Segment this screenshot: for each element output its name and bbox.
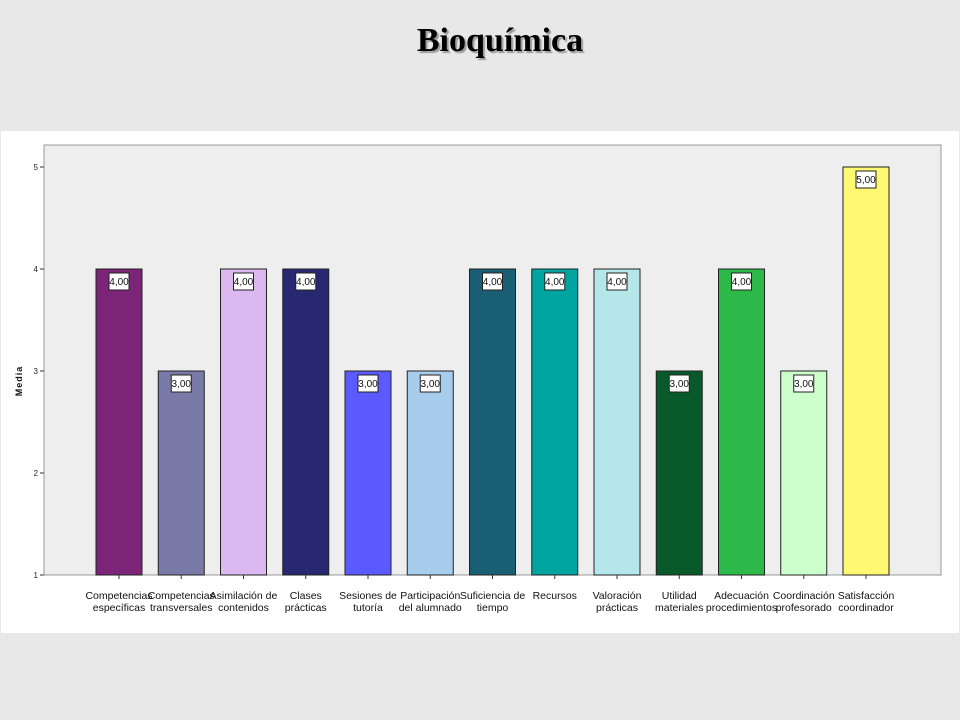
value-label: 3,00 [421,379,441,390]
category-label-line: Coordinación [773,590,835,602]
category-label-line: Satisfacción [838,590,895,602]
value-label-box [606,272,628,291]
value-label-box [731,272,752,291]
category-label-line: del alumnado [399,602,462,614]
category-label: Participación del alumnado [399,590,462,614]
category-label: Valoración prácticas [593,590,642,614]
category-label-line: tiempo [477,602,509,614]
category-label-line: materiales [655,602,703,614]
value-label: 3,00 [794,379,814,390]
bar [780,370,828,576]
y-tick-label: 1 [34,571,39,580]
bar [344,370,392,576]
value-label: 4,00 [732,277,752,288]
bars: 4,00 3,00 4,00 4,00 3,00 3,00 4,00 4,00 4,00 3,00… [95,166,890,576]
category-label-line: tutoría [353,602,383,614]
y-tick-label: 4 [34,265,39,274]
value-label: 3,00 [358,379,378,390]
bar [842,166,890,576]
value-label: 4,00 [296,277,316,288]
category-label-line: Suficiencia de [460,590,526,602]
category-label: Utilidad materiales [655,590,703,614]
category-label-line: Asimilación de [210,590,278,602]
value-label: 4,00 [483,277,503,288]
category-label-line: Clases [290,590,322,602]
bar [95,268,143,576]
value-label-box [295,272,317,291]
category-label: Coordinación profesorado [773,590,835,614]
category-label: Competencias transversales [148,590,215,614]
category-label: Satisfacción coordinador [838,590,895,614]
category-label-line: específicas [93,602,146,614]
category-label-line: procedimientos [706,602,777,614]
value-label: 3,00 [670,379,690,390]
value-label: 5,00 [856,175,876,186]
bar [220,268,267,576]
category-label-line: Utilidad [662,590,697,602]
value-label-box [793,374,815,393]
category-label-line: Participación [400,590,460,602]
category-label-line: transversales [150,602,212,614]
category-label-line: contenidos [218,602,269,614]
value-label: 4,00 [234,277,254,288]
bar [157,370,205,576]
bar [406,370,454,576]
bar [469,268,516,576]
value-label-box [544,272,566,291]
y-tick-label: 2 [34,469,39,478]
category-label-line: Sesiones de [339,590,397,602]
y-axis-title: Media [14,366,24,397]
category-label: Competencias específicas [85,590,152,614]
value-label-box [108,272,130,291]
bar [655,370,703,576]
category-label-line: prácticas [596,602,638,614]
value-label: 4,00 [109,277,129,288]
category-label: Sesiones de tutoría [339,590,397,614]
category-label-line: profesorado [776,602,832,614]
value-label: 3,00 [172,379,192,390]
category-label-line: Recursos [533,590,577,602]
category-label-line: Adecuación [714,590,769,602]
value-label-box [357,374,379,393]
bar [282,268,330,576]
value-label-box [419,374,441,393]
bar [531,268,579,576]
category-label-line: coordinador [838,602,894,614]
y-axis: 1 2 3 4 5 [34,163,44,580]
value-label-box [170,374,192,393]
value-label-box [668,374,690,393]
page-title: Bioquímica [416,22,584,59]
y-tick-label: 5 [34,163,39,172]
value-label-box [855,170,877,189]
category-label-line: Competencias [85,590,152,602]
category-label: Adecuación procedimientos [706,590,777,614]
category-label: Recursos [533,590,577,602]
category-label: Suficiencia de tiempo [460,590,526,614]
y-tick-label: 3 [34,367,39,376]
value-label-box [233,272,254,291]
category-label-line: Valoración [593,590,642,602]
category-label: Asimilación de contenidos [210,590,278,614]
category-label-line: prácticas [285,602,327,614]
value-label-box [482,272,503,291]
category-label-line: Competencias [148,590,215,602]
value-label: 4,00 [545,277,565,288]
bar [718,268,765,576]
value-label: 4,00 [607,277,627,288]
category-label: Clases prácticas [285,590,327,614]
bar [593,268,641,576]
